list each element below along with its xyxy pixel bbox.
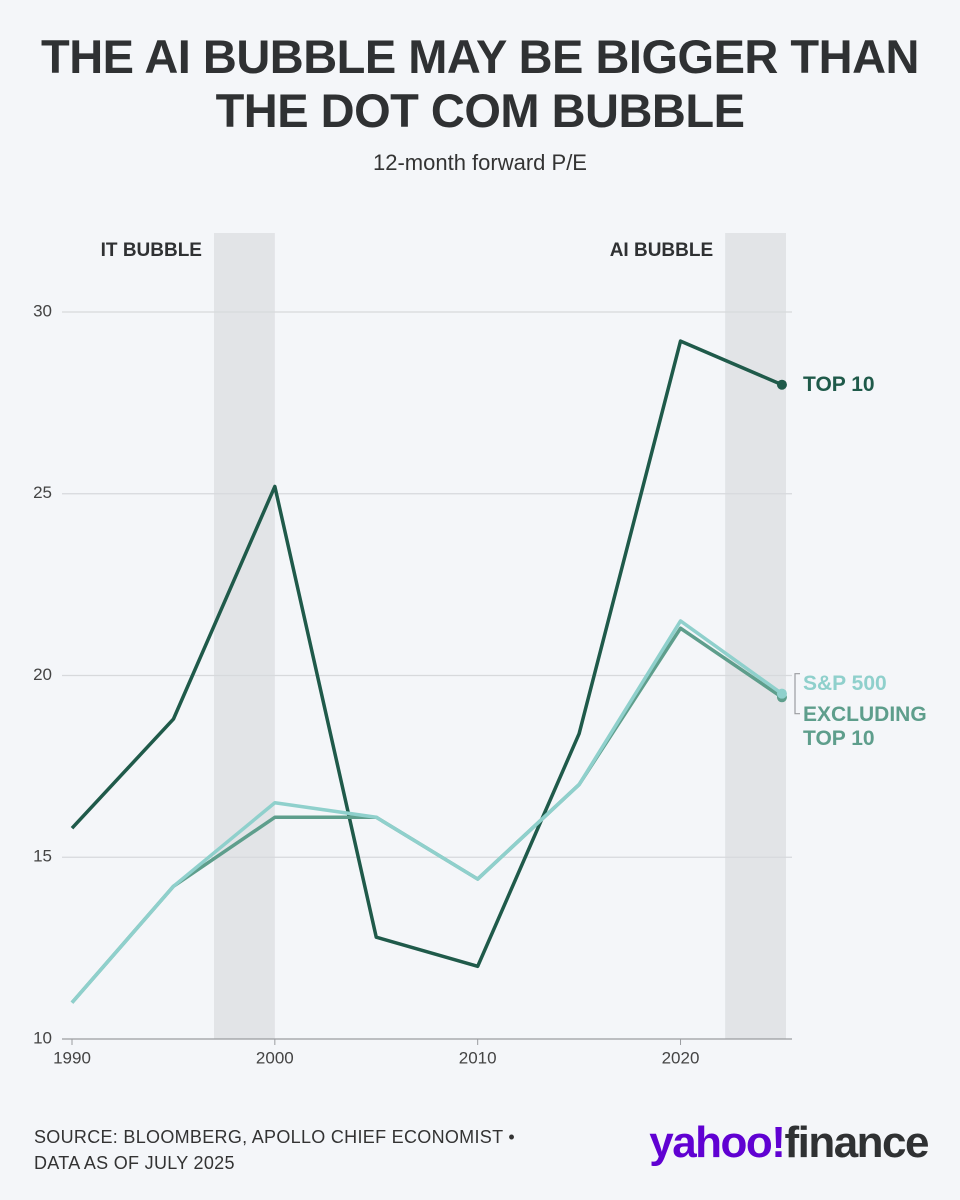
y-tick-label: 10: [33, 1028, 52, 1047]
x-tick-label: 2000: [256, 1048, 294, 1067]
chart-title: THE AI BUBBLE MAY BE BIGGER THAN THE DOT…: [41, 30, 919, 137]
x-tick-label: 2010: [459, 1048, 497, 1067]
end-dot: [776, 688, 787, 699]
highlight-band: [213, 233, 275, 1039]
series-label: TOP 10: [803, 372, 875, 396]
highlight-band: [725, 233, 786, 1039]
series-line: [70, 339, 783, 969]
chart-subtitle: 12-month forward P/E: [373, 150, 587, 175]
y-tick-label: 15: [33, 847, 52, 866]
series-label: S&P 500: [803, 671, 887, 695]
x-tick-label: 2020: [662, 1048, 700, 1067]
logo-product: finance: [784, 1118, 929, 1167]
label-bracket: [794, 673, 800, 715]
end-dot: [776, 379, 787, 390]
band-label: AI BUBBLE: [610, 240, 713, 261]
band-label: IT BUBBLE: [101, 240, 202, 261]
source-note: SOURCE: BLOOMBERG, APOLLO CHIEF ECONOMIS…: [34, 1127, 515, 1173]
y-tick-label: 30: [33, 301, 52, 320]
logo: yahoo!finance: [649, 1118, 929, 1168]
y-tick-label: 25: [33, 483, 52, 502]
series-line: [70, 626, 783, 1004]
y-tick-label: 20: [33, 665, 52, 684]
x-tick-label: 1990: [53, 1048, 91, 1067]
series-label: EXCLUDING TOP 10: [803, 703, 927, 751]
series-line: [70, 619, 783, 1004]
logo-brand: yahoo!: [649, 1118, 786, 1167]
